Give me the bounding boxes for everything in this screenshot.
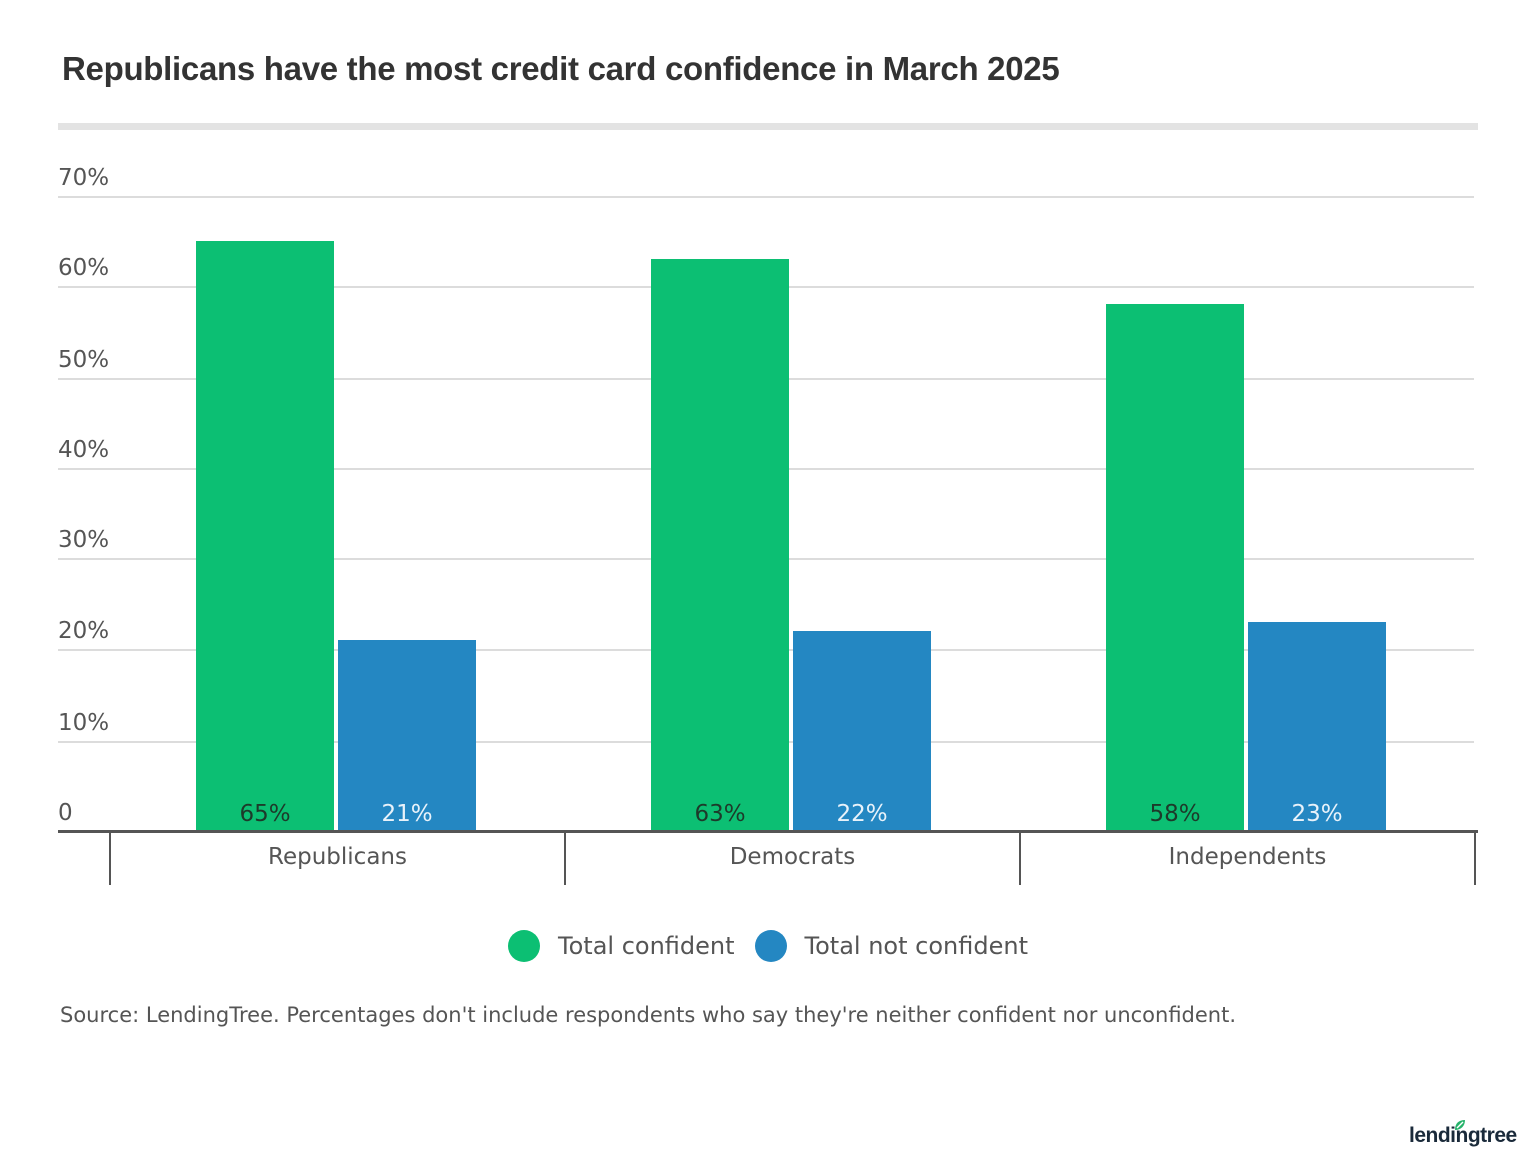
y-tick-0: 0 [58, 800, 73, 826]
bar-republicans-confident: 65% [196, 241, 334, 831]
bar-democrats-not-confident: 22% [793, 631, 931, 831]
category-divider [564, 833, 566, 885]
legend-label: Total not confident [804, 932, 1028, 960]
bar-value-label: 23% [1291, 801, 1343, 827]
title-divider [58, 123, 1478, 130]
x-label-democrats: Democrats [729, 844, 856, 870]
blue-dot-icon [754, 930, 787, 962]
legend-label: Total confident [558, 932, 735, 960]
chart-title: Republicans have the most credit card co… [62, 50, 1060, 87]
y-tick-20: 20% [58, 618, 110, 644]
bar-value-label: 22% [836, 801, 888, 827]
bar-value-label: 63% [694, 801, 746, 827]
x-axis-line [58, 830, 1478, 833]
x-label-independents: Independents [1168, 844, 1327, 870]
logo-wordmark: lendingtree [1409, 1124, 1517, 1147]
gridline-70 [58, 196, 1474, 198]
bar-republicans-not-confident: 21% [338, 640, 476, 831]
legend: Total confident Total not confident [0, 930, 1536, 962]
bar-independents-confident: 58% [1106, 304, 1244, 831]
y-tick-70: 70% [58, 165, 110, 191]
leaf-icon [1455, 1120, 1465, 1130]
y-tick-60: 60% [58, 255, 110, 281]
bar-democrats-confident: 63% [651, 259, 789, 831]
legend-item-confident[interactable]: Total confident [508, 930, 735, 962]
x-label-republicans: Republicans [268, 844, 407, 870]
y-tick-30: 30% [58, 527, 110, 553]
source-note: Source: LendingTree. Percentages don't i… [60, 1003, 1237, 1027]
y-tick-50: 50% [58, 347, 110, 373]
bar-independents-not-confident: 23% [1248, 622, 1386, 831]
y-tick-40: 40% [58, 437, 110, 463]
lendingtree-logo: lendingtree [1409, 1120, 1517, 1148]
bar-value-label: 58% [1149, 801, 1201, 827]
category-divider [1474, 833, 1476, 885]
plot-area: 70% 60% 50% 40% 30% 20% 10% 0 65% 21% 63… [58, 0, 1478, 1167]
category-divider [109, 833, 111, 885]
legend-item-not-confident[interactable]: Total not confident [754, 930, 1028, 962]
y-tick-10: 10% [58, 710, 110, 736]
bar-value-label: 65% [239, 801, 291, 827]
green-dot-icon [508, 930, 541, 962]
bar-value-label: 21% [381, 801, 433, 827]
category-divider [1019, 833, 1021, 885]
